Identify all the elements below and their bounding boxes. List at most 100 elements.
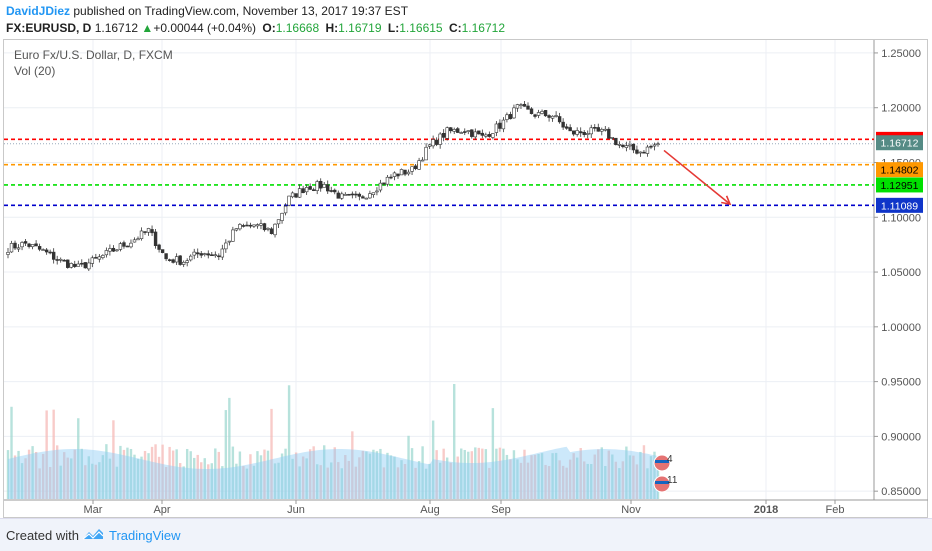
candle-body xyxy=(589,127,593,135)
candle-body xyxy=(111,247,116,252)
candle-body xyxy=(125,245,130,248)
volume-bar xyxy=(70,458,73,499)
candle-body xyxy=(13,242,17,249)
event-flag-stripe xyxy=(655,460,669,463)
candle-body xyxy=(593,127,597,129)
volume-bar xyxy=(614,461,618,499)
volume-bar xyxy=(558,460,561,499)
candle-body xyxy=(406,171,411,175)
volume-bar xyxy=(196,454,199,499)
volume-bar xyxy=(456,456,459,499)
volume-bar xyxy=(129,448,133,499)
price-chart[interactable]: 1.250001.200001.150001.100001.050001.000… xyxy=(0,0,932,518)
candle-body xyxy=(164,253,168,260)
created-with-text: Created with xyxy=(6,528,79,543)
candle-body xyxy=(333,189,337,193)
level-tag-blue-bg xyxy=(876,197,923,213)
candle-body xyxy=(403,169,407,175)
volume-bar xyxy=(586,463,589,499)
candle-body xyxy=(252,224,256,227)
candle-body xyxy=(624,145,629,148)
candle-body xyxy=(508,114,513,120)
candle-body xyxy=(104,250,109,256)
candle-body xyxy=(62,259,66,262)
candle-body xyxy=(441,133,446,138)
candle-body xyxy=(160,249,165,253)
volume-bar xyxy=(477,447,481,499)
volume-bar xyxy=(34,451,38,499)
candle-body xyxy=(368,193,372,199)
candle-body xyxy=(9,243,14,253)
candle-body xyxy=(51,251,56,260)
candle-body xyxy=(645,146,650,154)
candle-body xyxy=(220,248,225,258)
volume-bar xyxy=(108,458,112,499)
volume-bar xyxy=(361,450,365,499)
volume-bar xyxy=(17,450,20,499)
candle-body xyxy=(649,145,653,148)
volume-bar xyxy=(24,458,27,499)
candle-body xyxy=(129,242,133,248)
volume-bar xyxy=(337,462,340,499)
volume-bar xyxy=(164,467,168,499)
volume-bar xyxy=(565,467,568,499)
volume-bar xyxy=(235,463,238,499)
y-tick-label: 1.00000 xyxy=(881,322,921,334)
tradingview-brand-link[interactable]: TradingView xyxy=(109,528,181,543)
volume-bar xyxy=(491,408,495,499)
candle-body xyxy=(494,123,499,133)
volume-bar xyxy=(41,453,45,499)
author-link[interactable]: DavidJDiez xyxy=(6,4,71,18)
volume-bar xyxy=(200,462,203,499)
level-tag-orange: 1.14802 xyxy=(881,165,919,177)
candle-body xyxy=(533,114,537,117)
volume-bar xyxy=(540,453,544,499)
x-tick-label: Sep xyxy=(491,504,511,516)
candle-body xyxy=(283,205,288,214)
candle-body xyxy=(596,127,600,132)
candle-body xyxy=(59,258,63,261)
candle-body xyxy=(550,115,555,119)
volume-bar xyxy=(238,451,242,499)
last-price-tag: 1.16712 xyxy=(881,138,919,150)
volume-bar xyxy=(140,456,143,499)
volume-bar xyxy=(175,449,178,499)
volume-bar xyxy=(417,461,421,499)
candle-body xyxy=(301,188,305,194)
volume-bar xyxy=(502,448,505,499)
candle-body xyxy=(196,252,200,255)
candle-body xyxy=(470,129,474,137)
candle-body xyxy=(501,119,506,130)
candle-body xyxy=(631,143,636,151)
volume-bar xyxy=(407,435,410,499)
volume-bar xyxy=(526,462,530,499)
volume-bar xyxy=(368,453,372,499)
candle-body xyxy=(308,186,312,190)
candle-body xyxy=(66,259,70,268)
candle-body xyxy=(564,126,569,129)
volume-bar xyxy=(547,466,551,499)
candle-body xyxy=(413,165,418,169)
volume-bar xyxy=(467,451,470,499)
volume-bar xyxy=(653,451,656,499)
volume-bar xyxy=(365,451,368,499)
candle-body xyxy=(543,110,548,117)
volume-bar xyxy=(351,431,354,499)
volume-bar xyxy=(572,453,575,499)
volume-bar xyxy=(323,445,326,499)
candle-body xyxy=(34,243,38,247)
candle-body xyxy=(262,223,267,231)
volume-bar xyxy=(449,462,452,499)
candle-body xyxy=(536,112,541,116)
candle-body xyxy=(354,193,358,196)
level-tag-green-bg xyxy=(876,177,923,193)
candle-body xyxy=(417,160,421,170)
tradingview-logo-icon[interactable] xyxy=(82,527,104,541)
volume-bar xyxy=(308,449,312,499)
volume-bar xyxy=(400,460,403,499)
high-value: 1.16719 xyxy=(338,21,382,35)
volume-bar xyxy=(326,467,329,499)
symbol-label[interactable]: FX:EURUSD, D xyxy=(6,21,92,35)
volume-bar xyxy=(551,453,554,499)
candle-body xyxy=(101,255,105,258)
